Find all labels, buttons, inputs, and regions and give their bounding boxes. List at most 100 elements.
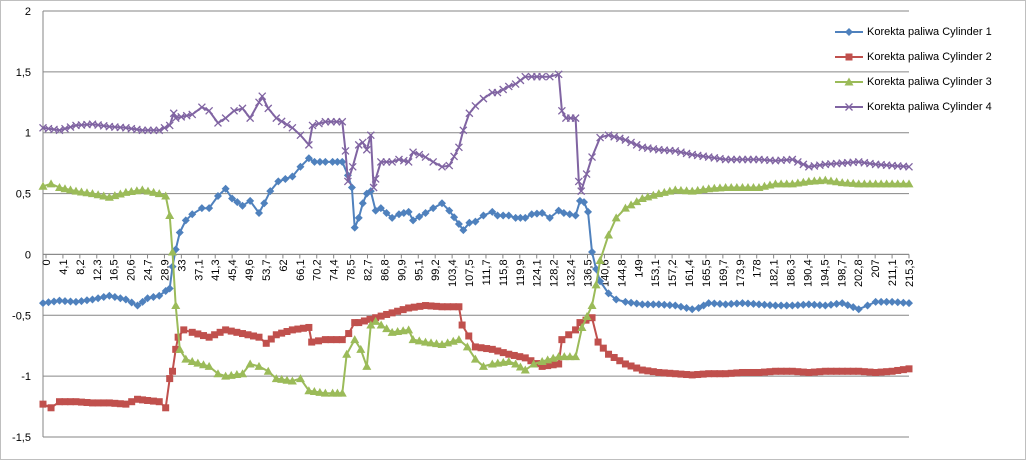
x-axis: 0 4,1 8,2 12,3 16,5 20,6 24,7 28,9 33 37,1 41,3 45,…: [41, 253, 916, 287]
data-point: [626, 200, 636, 209]
data-point: [121, 295, 130, 304]
data-point: [705, 370, 713, 378]
data-point: [348, 162, 357, 171]
data-point: [161, 191, 171, 200]
data-point: [888, 367, 896, 375]
data-point: [214, 119, 222, 127]
data-point: [493, 211, 502, 220]
data-point: [905, 299, 913, 308]
x-tick-label: 169,7: [718, 259, 730, 287]
data-point: [433, 302, 441, 310]
data-point: [366, 131, 375, 140]
data-point: [409, 148, 418, 157]
data-point: [350, 223, 359, 232]
data-point: [837, 178, 847, 187]
data-point: [805, 368, 813, 376]
data-point: [804, 300, 813, 309]
data-point: [782, 179, 792, 188]
data-point: [283, 328, 291, 336]
data-point: [504, 82, 513, 91]
data-point: [160, 123, 169, 132]
data-point: [905, 162, 913, 171]
data-point: [128, 398, 136, 406]
data-point: [483, 345, 491, 353]
data-point: [449, 303, 457, 311]
data-point: [655, 368, 663, 376]
legend-item-cylinder-3: Korekta paliwa Cylinder 3: [834, 69, 1024, 94]
data-point: [832, 299, 841, 308]
data-point: [871, 297, 880, 306]
data-point: [738, 368, 746, 376]
data-point: [777, 367, 785, 375]
data-point: [260, 199, 269, 208]
data-point: [470, 354, 480, 363]
data-point: [438, 303, 446, 311]
data-point: [211, 331, 219, 339]
data-point: [721, 182, 731, 191]
data-point: [263, 366, 273, 375]
data-point: [594, 338, 602, 346]
data-point: [415, 150, 424, 159]
data-point: [388, 213, 397, 222]
legend-swatch: [835, 53, 863, 60]
data-point: [872, 368, 880, 376]
data-point: [169, 109, 178, 118]
data-point: [376, 204, 385, 213]
data-point: [445, 206, 454, 215]
data-point: [294, 325, 302, 333]
data-point: [527, 357, 535, 365]
data-point: [116, 400, 124, 408]
data-point: [732, 182, 742, 191]
data-point: [77, 297, 86, 306]
data-point: [258, 92, 267, 101]
x-tick-label: 194,5: [819, 259, 831, 287]
data-point: [627, 138, 636, 147]
data-point: [395, 155, 403, 164]
data-point: [216, 328, 224, 336]
data-point: [321, 336, 329, 344]
data-point: [154, 189, 164, 198]
data-point: [521, 213, 530, 222]
data-point: [511, 80, 520, 88]
data-point: [143, 186, 153, 195]
data-point: [127, 298, 136, 307]
legend-swatch: [835, 77, 863, 85]
data-point: [733, 369, 741, 377]
data-point: [376, 157, 385, 166]
data-point: [383, 310, 391, 318]
data-point: [749, 368, 757, 376]
data-point: [342, 349, 352, 358]
legend-swatch: [835, 102, 863, 111]
data-point: [676, 302, 685, 311]
data-point: [354, 213, 363, 222]
data-point: [760, 300, 769, 309]
x-tick-label: 165,5: [701, 259, 713, 287]
data-point: [854, 179, 864, 188]
x-tick-label: 0: [41, 259, 53, 265]
x-tick-label: 62: [278, 259, 290, 271]
data-point: [454, 220, 463, 228]
x-tick-label: 86,8: [379, 259, 391, 280]
data-point: [315, 337, 323, 345]
data-point: [338, 336, 346, 344]
x-tick-label: 24,7: [143, 259, 155, 280]
data-point: [760, 368, 768, 376]
data-point: [620, 203, 630, 212]
data-point: [94, 294, 103, 303]
data-point: [100, 399, 108, 407]
data-point: [371, 316, 381, 325]
x-tick-label: 157,2: [667, 259, 679, 287]
data-point: [46, 179, 56, 188]
data-point: [254, 361, 264, 370]
y-tick-label: -1: [21, 371, 31, 383]
x-tick-label: 95,1: [413, 259, 425, 280]
data-point: [788, 155, 797, 164]
data-point: [44, 298, 53, 307]
data-point: [715, 299, 724, 308]
data-point: [671, 301, 680, 310]
x-tick-label: 16,5: [109, 259, 121, 280]
data-point: [727, 369, 735, 377]
data-point: [638, 300, 647, 309]
data-point: [793, 301, 802, 310]
data-point: [710, 370, 718, 378]
